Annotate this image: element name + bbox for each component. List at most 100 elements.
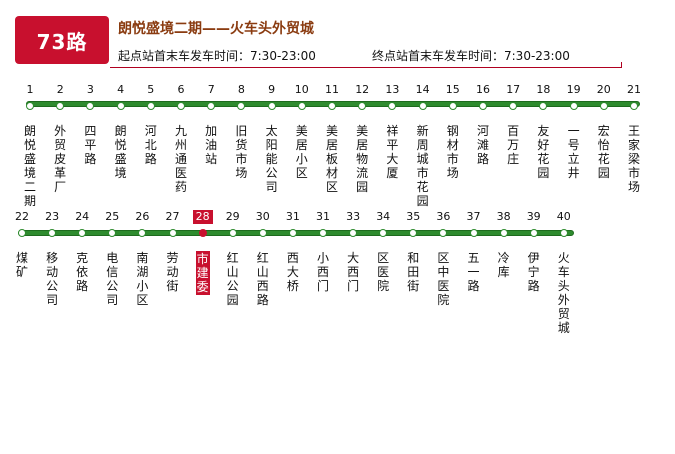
station-number: 8 bbox=[237, 83, 245, 96]
station-name: 五一路 bbox=[467, 251, 480, 293]
station-stop: 20 宏怡花园 bbox=[589, 83, 619, 180]
station-dot bbox=[418, 102, 427, 110]
station-stop: 34 区医院 bbox=[368, 210, 398, 293]
station-stop: 15 钢材市场 bbox=[438, 83, 468, 180]
station-name: 红山公园 bbox=[226, 251, 239, 307]
station-number: 22 bbox=[15, 210, 29, 223]
station-name: 市建委 bbox=[195, 251, 210, 295]
station-stop: 8 旧货市场 bbox=[226, 83, 256, 180]
station-name: 南湖小区 bbox=[136, 251, 149, 307]
station-stop: 25 电信公司 bbox=[97, 210, 127, 307]
station-name: 朗悦盛境二期 bbox=[23, 124, 36, 208]
station-dot bbox=[630, 102, 638, 110]
station-dot bbox=[207, 102, 216, 110]
station-name: 新周城市花园 bbox=[416, 124, 429, 208]
station-dot bbox=[379, 229, 388, 237]
station-dot bbox=[86, 102, 95, 110]
station-dot bbox=[108, 229, 117, 237]
station-number: 28 bbox=[192, 210, 213, 224]
station-name: 美居物流园 bbox=[356, 124, 369, 194]
station-number: 25 bbox=[105, 210, 120, 223]
station-dot bbox=[48, 229, 57, 237]
station-number: 7 bbox=[207, 83, 215, 96]
station-stop: 36 区中医院 bbox=[428, 210, 458, 307]
station-dot bbox=[569, 102, 578, 110]
station-name: 冷库 bbox=[497, 251, 510, 279]
station-name: 王家梁市场 bbox=[627, 124, 640, 194]
station-number: 11 bbox=[325, 83, 339, 96]
station-dot bbox=[509, 102, 518, 110]
station-dot bbox=[258, 229, 267, 237]
station-number: 19 bbox=[566, 83, 581, 96]
route-number-badge: 73路 bbox=[15, 16, 109, 64]
station-number: 14 bbox=[415, 83, 430, 96]
station-stop: 30 红山西路 bbox=[248, 210, 278, 307]
station-dot bbox=[409, 229, 418, 237]
station-name: 四平路 bbox=[84, 124, 97, 166]
station-stop: 21 王家梁市场 bbox=[619, 83, 649, 194]
station-name: 友好花园 bbox=[537, 124, 550, 180]
station-dot bbox=[18, 229, 26, 237]
station-number: 34 bbox=[376, 210, 391, 223]
station-dot bbox=[26, 102, 34, 110]
station-dot bbox=[439, 229, 448, 237]
station-stop: 2 外贸皮革厂 bbox=[45, 83, 75, 194]
station-dot bbox=[358, 102, 367, 110]
station-number: 23 bbox=[45, 210, 60, 223]
station-number: 6 bbox=[177, 83, 185, 96]
station-stop: 33 大西门 bbox=[338, 210, 368, 293]
header-divider bbox=[110, 67, 622, 68]
station-name: 火车头外贸城 bbox=[557, 251, 570, 335]
station-name: 美居小区 bbox=[295, 124, 308, 180]
station-stop: 24 克依路 bbox=[67, 210, 97, 293]
station-stop: 29 红山公园 bbox=[218, 210, 248, 307]
station-stop: 17 百万庄 bbox=[498, 83, 528, 166]
station-number: 40 bbox=[556, 210, 571, 223]
route-title: 朗悦盛境二期——火车头外贸城 bbox=[118, 21, 314, 37]
station-name: 区中医院 bbox=[437, 251, 450, 307]
station-dot bbox=[78, 229, 87, 237]
station-number: 24 bbox=[75, 210, 90, 223]
station-number: 15 bbox=[445, 83, 460, 96]
station-dot bbox=[288, 229, 297, 237]
station-dot bbox=[599, 102, 608, 110]
station-dot bbox=[297, 102, 306, 110]
station-stop: 39 伊宁路 bbox=[519, 210, 549, 293]
station-stop: 28 市建委 bbox=[188, 210, 218, 295]
station-name: 太阳能公司 bbox=[265, 124, 278, 194]
station-dot bbox=[319, 229, 327, 237]
station-name: 钢材市场 bbox=[446, 124, 459, 180]
station-dot bbox=[479, 102, 487, 110]
station-stop: 38 冷库 bbox=[489, 210, 519, 279]
station-number: 16 bbox=[476, 83, 490, 96]
station-number: 18 bbox=[536, 83, 551, 96]
station-stop: 12 美居物流园 bbox=[347, 83, 377, 194]
station-name: 宏怡花园 bbox=[597, 124, 610, 180]
station-name: 祥平大厦 bbox=[386, 124, 399, 180]
station-name: 河滩路 bbox=[476, 124, 489, 166]
station-stop: 31 小西门 bbox=[308, 210, 338, 293]
station-dot bbox=[448, 102, 457, 110]
station-stop: 14 新周城市花园 bbox=[408, 83, 438, 208]
station-stop: 27 劳动街 bbox=[158, 210, 188, 293]
station-name: 区医院 bbox=[377, 251, 390, 293]
station-number: 9 bbox=[268, 83, 276, 96]
station-name: 外贸皮革厂 bbox=[54, 124, 67, 194]
station-name: 旧货市场 bbox=[235, 124, 248, 180]
station-number: 10 bbox=[294, 83, 309, 96]
station-stop: 5 河北路 bbox=[136, 83, 166, 166]
station-stop: 9 太阳能公司 bbox=[257, 83, 287, 194]
station-stop: 16 河滩路 bbox=[468, 83, 498, 166]
station-name: 煤矿 bbox=[15, 251, 28, 279]
station-stop: 10 美居小区 bbox=[287, 83, 317, 180]
header-divider-tick bbox=[621, 62, 622, 68]
station-name: 克依路 bbox=[76, 251, 89, 293]
station-stop: 7 加油站 bbox=[196, 83, 226, 166]
station-stop: 23 移动公司 bbox=[37, 210, 67, 307]
station-number: 5 bbox=[147, 83, 155, 96]
station-number: 17 bbox=[506, 83, 521, 96]
station-name: 河北路 bbox=[144, 124, 157, 166]
station-stop: 22 煤矿 bbox=[7, 210, 37, 279]
station-stop: 18 友好花园 bbox=[528, 83, 558, 180]
